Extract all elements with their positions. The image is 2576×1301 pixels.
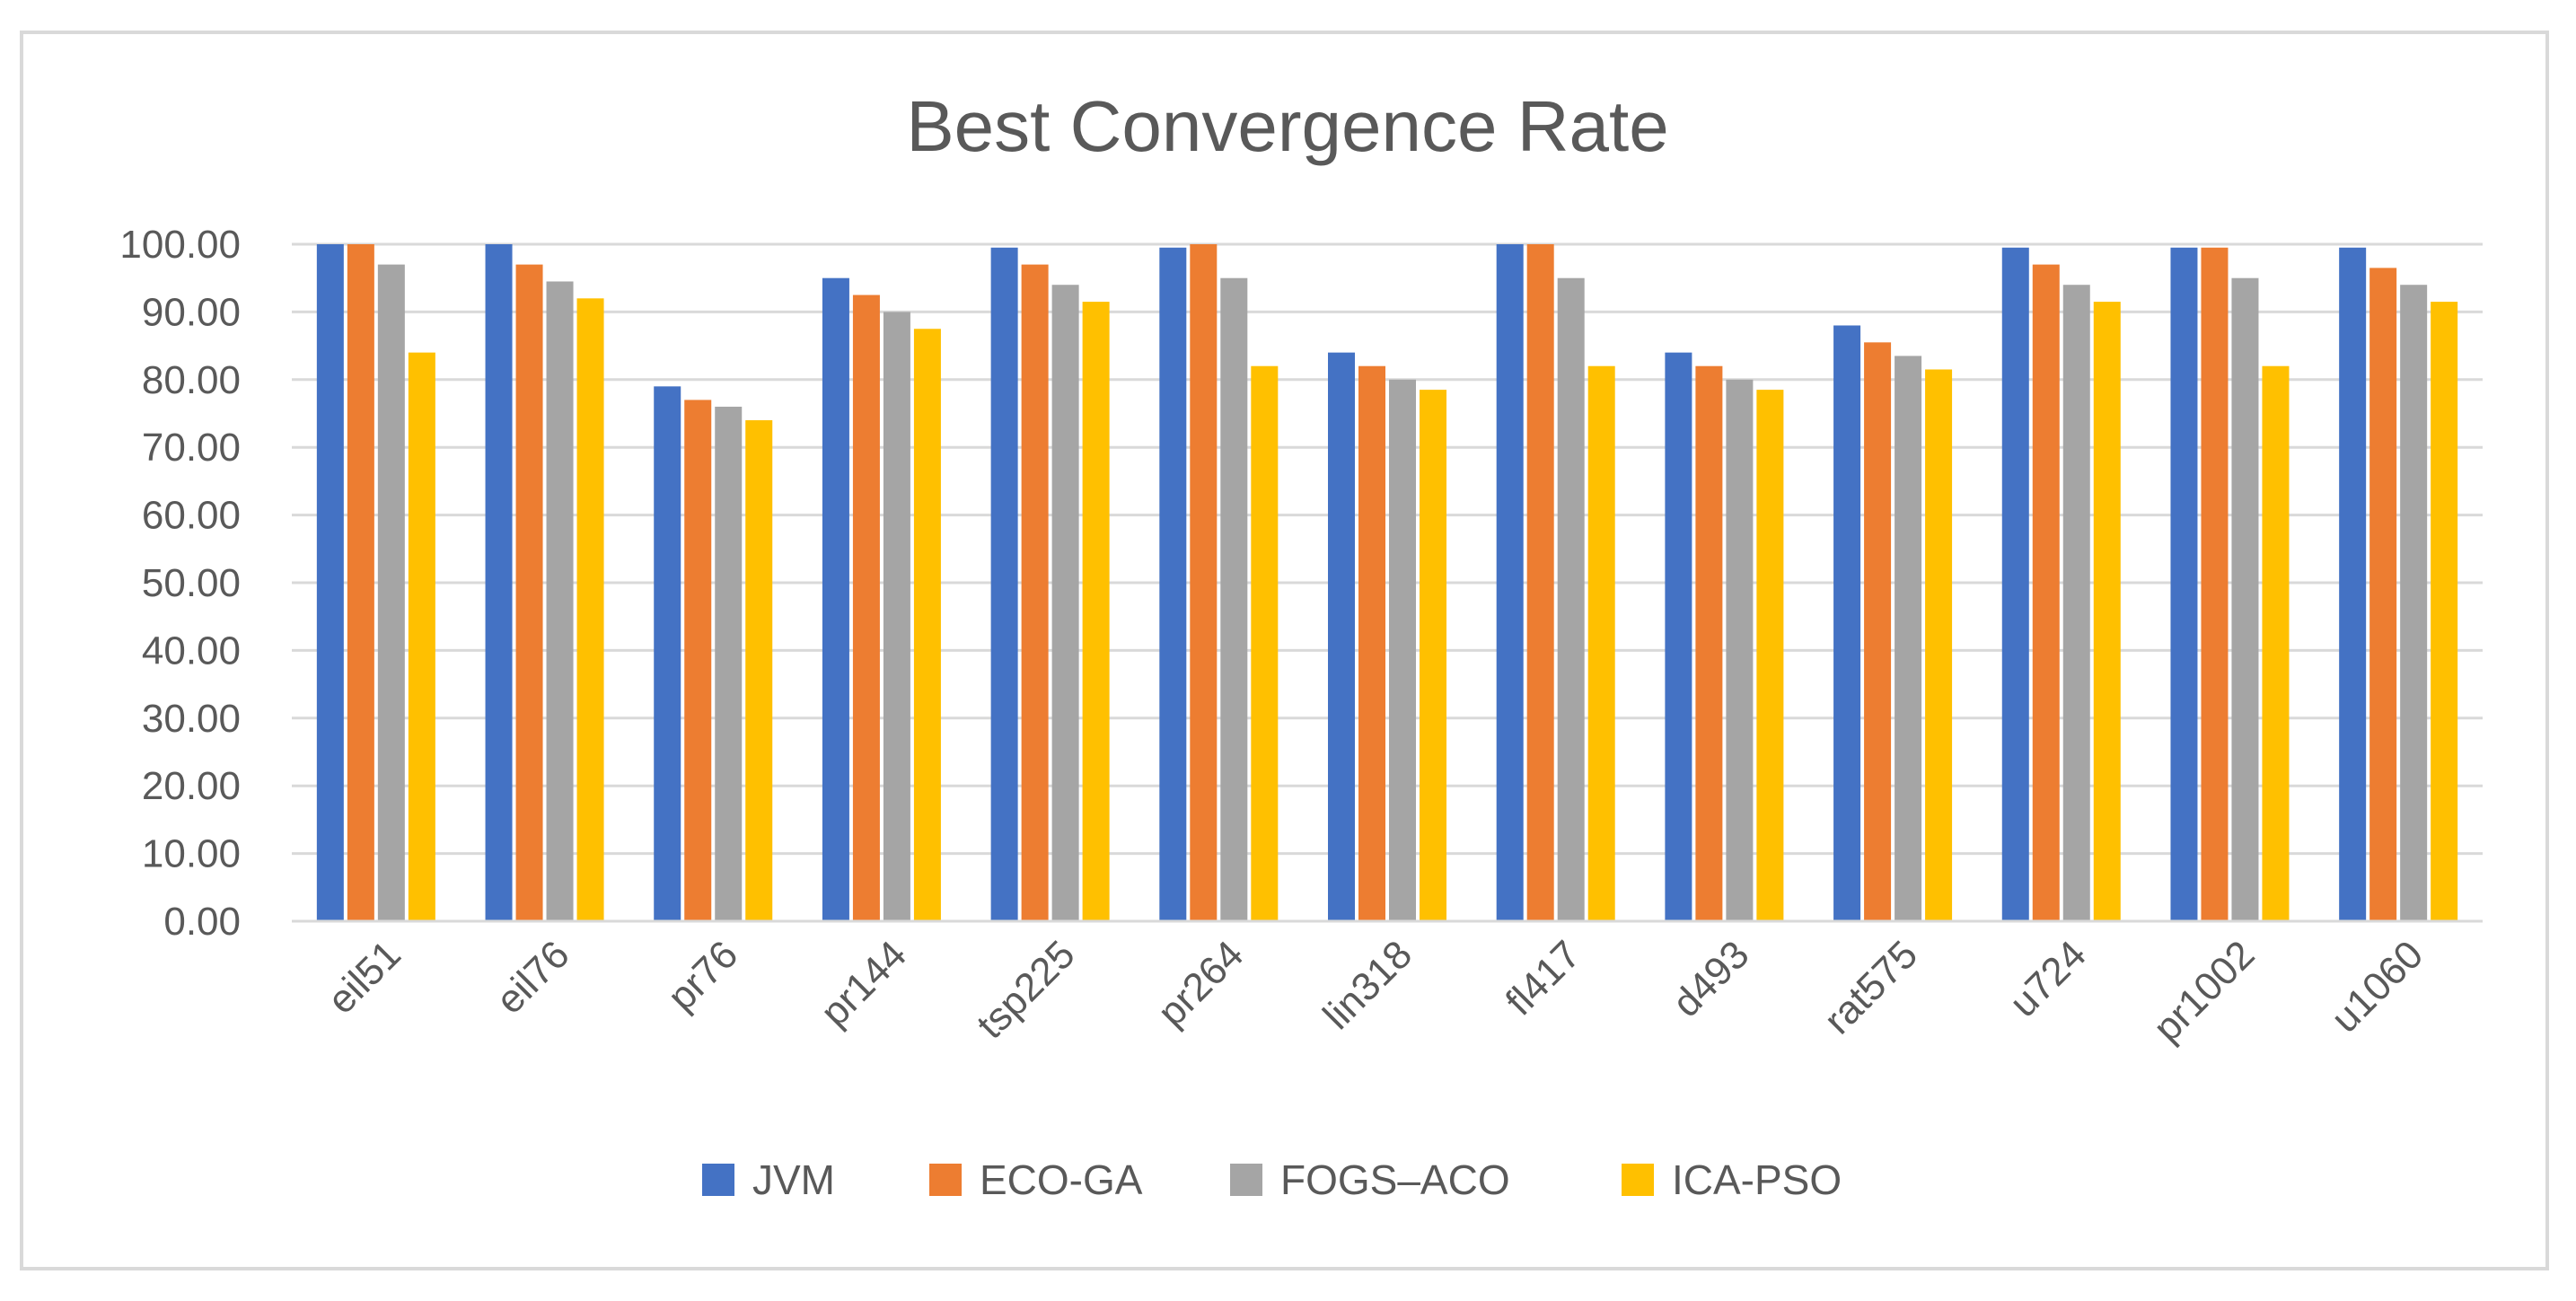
bar-d493-ica-pso — [1756, 390, 1784, 921]
y-tick-label: 10.00 — [142, 832, 241, 876]
x-tick-label: pr144 — [813, 932, 915, 1034]
bar-u1060-fogs-aco — [2400, 285, 2428, 921]
bar-pr144-fogs-aco — [883, 312, 910, 921]
bar-pr76-jvm — [654, 386, 681, 922]
x-tick-label: rat575 — [1816, 932, 1926, 1042]
y-tick-label: 100.00 — [119, 223, 241, 267]
bar-tsp225-eco-ga — [1021, 264, 1049, 921]
bar-lin318-fogs-aco — [1389, 379, 1416, 921]
x-tick-label: pr264 — [1149, 932, 1252, 1034]
bar-rat575-eco-ga — [1864, 342, 1892, 922]
bar-u724-jvm — [2001, 247, 2029, 921]
bar-pr76-eco-ga — [684, 400, 712, 921]
bar-tsp225-fogs-aco — [1051, 285, 1079, 921]
bar-pr144-eco-ga — [852, 294, 880, 921]
bar-d493-fogs-aco — [1726, 379, 1754, 921]
y-tick-label: 40.00 — [142, 629, 241, 672]
y-tick-label: 50.00 — [142, 561, 241, 605]
bar-pr144-jvm — [822, 277, 849, 921]
bar-pr144-ica-pso — [913, 329, 941, 921]
bar-fl417-ica-pso — [1587, 365, 1615, 922]
legend-swatch — [929, 1164, 962, 1196]
y-axis-tick-labels: 0.00 10.00 20.00 30.00 40.00 50.00 60.00 70.00 8… — [119, 223, 241, 944]
y-tick-label: 30.00 — [142, 697, 241, 741]
y-tick-label: 80.00 — [142, 358, 241, 402]
bar-rat575-ica-pso — [1925, 369, 1953, 921]
x-tick-label: eil51 — [320, 932, 409, 1022]
bar-lin318-eco-ga — [1358, 365, 1385, 922]
bar-tsp225-ica-pso — [1082, 302, 1110, 922]
bar-u724-ica-pso — [2093, 302, 2121, 922]
bar-u1060-ica-pso — [2431, 302, 2458, 922]
x-tick-label: eil76 — [488, 932, 577, 1022]
bar-pr264-jvm — [1159, 247, 1187, 921]
bar-eil76-fogs-aco — [546, 281, 574, 922]
bar-fl417-fogs-aco — [1557, 277, 1585, 921]
y-tick-label: 70.00 — [142, 426, 241, 470]
legend-label: FOGS–ACO — [1280, 1156, 1510, 1203]
bar-eil51-jvm — [316, 244, 344, 921]
bar-d493-jvm — [1665, 352, 1692, 921]
bar-eil51-eco-ga — [347, 244, 374, 921]
x-tick-label: u724 — [2001, 932, 2095, 1025]
x-axis-tick-labels: eil51 eil76 pr76 pr144 tsp225 pr264 lin318 fl41… — [320, 932, 2432, 1050]
bar-u1060-jvm — [2339, 247, 2367, 921]
bar-u1060-eco-ga — [2369, 268, 2397, 921]
bar-lin318-ica-pso — [1420, 390, 1446, 921]
y-tick-label: 0.00 — [163, 900, 241, 944]
bar-u724-eco-ga — [2032, 264, 2060, 921]
legend-label: ECO-GA — [980, 1156, 1143, 1203]
bar-pr76-fogs-aco — [715, 406, 743, 922]
x-tick-label: pr1002 — [2145, 932, 2264, 1050]
bar-d493-eco-ga — [1695, 365, 1723, 922]
x-tick-label: fl417 — [1498, 932, 1589, 1024]
y-tick-label: 20.00 — [142, 764, 241, 808]
bar-eil51-fogs-aco — [377, 264, 405, 921]
bar-tsp225-jvm — [990, 247, 1018, 921]
legend: JVM ECO-GA FOGS–ACO ICA-PSO — [702, 1156, 1842, 1203]
bar-pr264-fogs-aco — [1220, 277, 1248, 921]
bar-lin318-jvm — [1328, 352, 1355, 921]
bar-fl417-jvm — [1496, 244, 1524, 921]
y-tick-label: 60.00 — [142, 494, 241, 538]
bar-eil76-eco-ga — [515, 264, 543, 921]
bar-pr264-eco-ga — [1190, 244, 1218, 921]
bar-pr1002-ica-pso — [2262, 365, 2290, 922]
chart-title: Best Convergence Rate — [906, 86, 1668, 166]
x-tick-label: lin318 — [1314, 932, 1420, 1038]
x-tick-label: d493 — [1665, 932, 1758, 1025]
legend-swatch — [1230, 1164, 1262, 1196]
legend-swatch — [1622, 1164, 1654, 1196]
bar-eil76-jvm — [485, 244, 513, 921]
legend-label: JVM — [752, 1156, 835, 1203]
x-tick-label: u1060 — [2323, 932, 2431, 1041]
x-tick-label: pr76 — [659, 932, 746, 1019]
gridlines — [292, 242, 2483, 856]
bar-fl417-eco-ga — [1526, 244, 1554, 921]
bar-pr1002-fogs-aco — [2231, 277, 2259, 921]
bar-u724-fogs-aco — [2062, 285, 2090, 921]
bar-pr264-ica-pso — [1251, 365, 1279, 922]
bar-pr1002-jvm — [2170, 247, 2198, 921]
bar-pr76-ica-pso — [745, 420, 773, 921]
bars — [316, 244, 2458, 922]
bar-rat575-fogs-aco — [1895, 356, 1922, 921]
bar-eil51-ica-pso — [408, 352, 435, 921]
bar-rat575-jvm — [1833, 325, 1861, 922]
bar-pr1002-eco-ga — [2201, 247, 2229, 921]
y-tick-label: 90.00 — [142, 290, 241, 334]
bar-eil76-ica-pso — [576, 298, 604, 921]
x-tick-label: tsp225 — [969, 932, 1084, 1047]
legend-swatch — [702, 1164, 734, 1196]
legend-label: ICA-PSO — [1672, 1156, 1842, 1203]
